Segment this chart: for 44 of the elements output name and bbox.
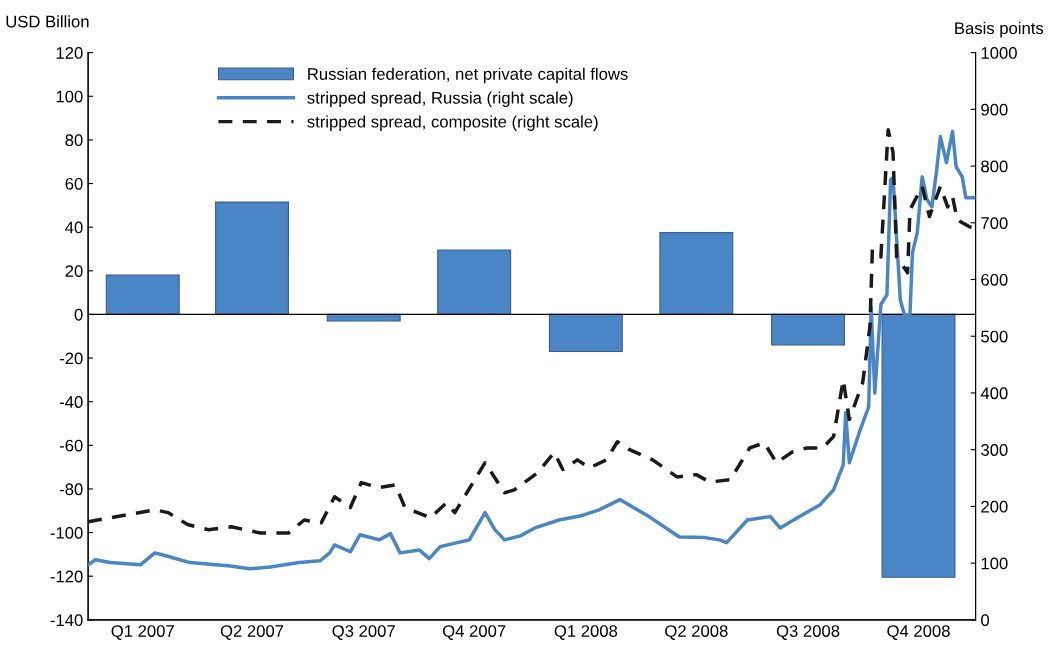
bar [215,201,289,315]
y-tick-label: 20 [65,265,83,277]
x-tick-label: Q1 2008 [554,625,618,640]
y2-tick-label: 1000 [981,47,1017,59]
y2-tick-label: 500 [981,330,1008,343]
y-tick-label: 120 [56,47,83,59]
y2-tick-label: 300 [981,444,1008,456]
y-tick-label: 0 [74,308,83,321]
x-tick-label: Q4 2007 [443,625,506,640]
y-tick-label: -40 [59,396,83,408]
y2-axis-title: Basis points [955,21,1044,38]
y-tick-label: 100 [56,90,83,103]
bar [659,232,734,315]
y-axis-title: USD Billion [6,15,89,28]
y-tick-label: 60 [65,177,83,190]
y2-tick-label: 900 [981,103,1008,116]
x-tick-label: Q3 2007 [332,625,395,640]
bar [437,249,512,315]
legend-label: stripped spread, Russia (right scale) [307,91,573,108]
y2-tick-label: 700 [981,217,1008,229]
y2-tick-label: 100 [981,557,1008,570]
y-tick-label: 80 [65,134,83,147]
x-tick-label: Q3 2008 [776,625,840,640]
legend-label: stripped spread, composite (right scale) [307,115,598,131]
y-tick-label: -60 [59,439,83,452]
bar [105,274,180,315]
y-tick-label: -100 [50,526,83,539]
x-tick-label: Q2 2007 [220,625,284,640]
y2-tick-label: 800 [981,160,1008,173]
y-tick-label: -140 [50,614,83,627]
y2-tick-label: 0 [981,614,990,627]
bar [771,313,846,346]
y-tick-label: -80 [59,483,83,496]
bar [548,313,623,353]
y-tick-label: -120 [50,570,83,583]
y2-tick-label: 200 [981,500,1008,513]
legend-label: Russian federation, net private capital flows [308,67,628,84]
x-tick-label: Q1 2007 [111,625,174,640]
y-tick-label: -20 [59,352,83,365]
y2-tick-label: 600 [981,273,1008,286]
y2-tick-label: 400 [980,387,1008,400]
x-tick-label: Q2 2008 [665,625,728,640]
x-tick-label: Q4 2008 [887,625,950,640]
y-tick-label: 40 [65,221,83,234]
